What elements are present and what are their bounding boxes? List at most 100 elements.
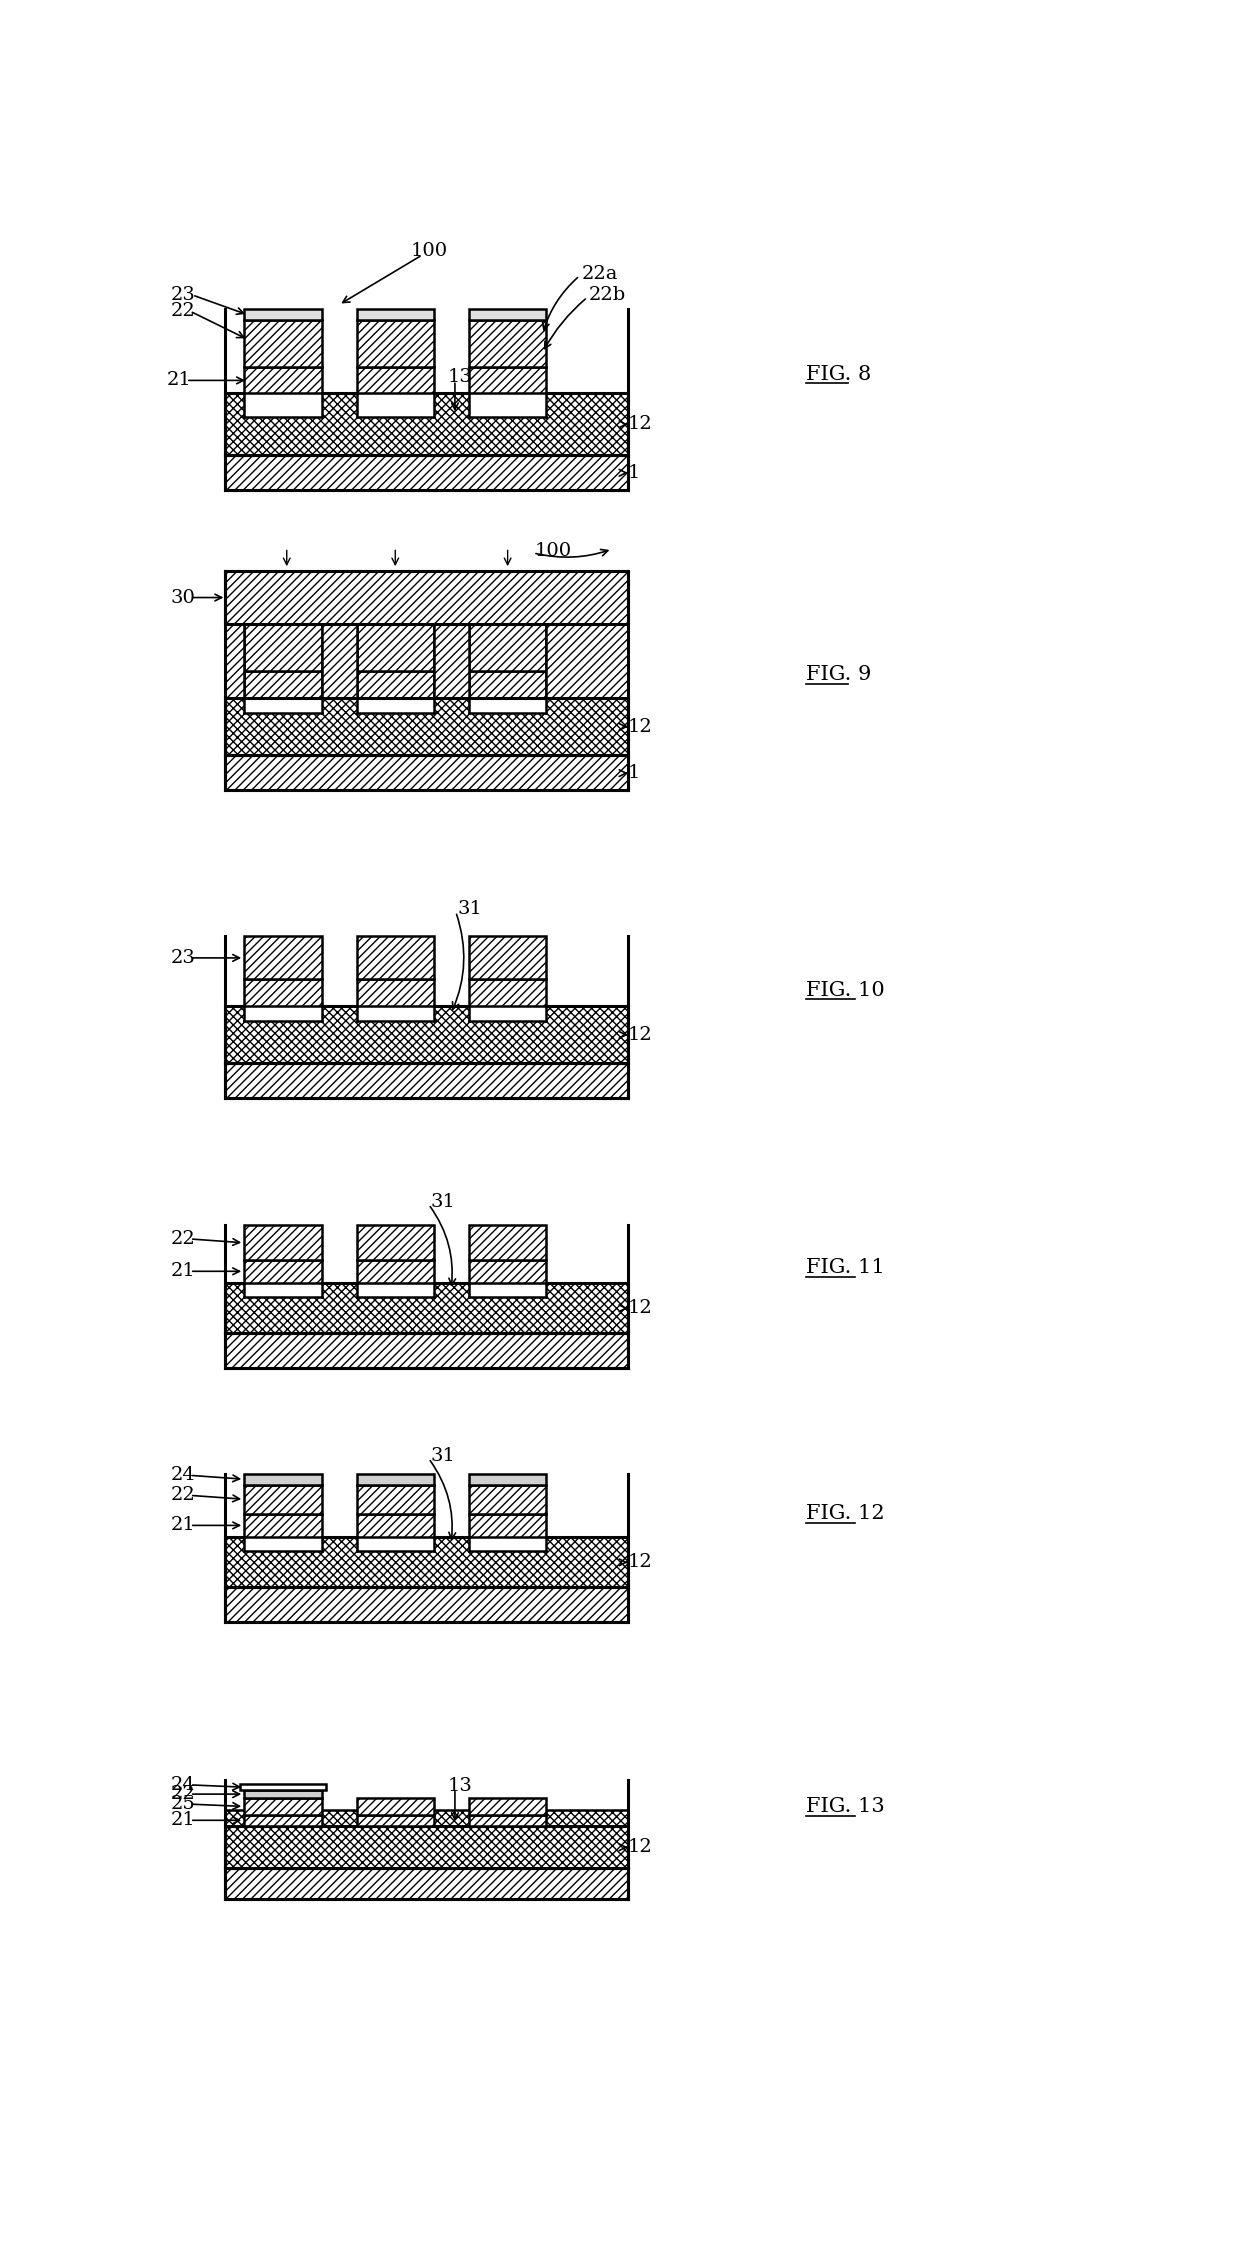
Bar <box>469 1224 547 1260</box>
Bar <box>224 1810 627 1826</box>
Bar <box>244 624 321 672</box>
Bar <box>469 979 547 1006</box>
Bar <box>469 699 547 712</box>
Bar <box>357 624 434 672</box>
Bar <box>224 1332 627 1368</box>
Bar <box>244 979 321 1006</box>
Bar <box>357 393 434 416</box>
Bar <box>224 1006 627 1062</box>
Bar <box>469 1514 547 1536</box>
Bar <box>434 624 469 699</box>
Bar <box>469 1006 547 1022</box>
Bar <box>224 1536 627 1588</box>
Bar <box>469 321 547 366</box>
Text: 100: 100 <box>534 541 572 559</box>
Text: 22: 22 <box>171 1786 195 1804</box>
Bar <box>244 1790 321 1799</box>
Text: FIG. 9: FIG. 9 <box>806 665 872 685</box>
Text: 22: 22 <box>171 303 195 321</box>
Text: 24: 24 <box>171 1777 195 1795</box>
Text: 31: 31 <box>430 1193 455 1211</box>
Bar <box>357 1815 434 1826</box>
Text: 21: 21 <box>171 1262 195 1280</box>
Text: FIG. 12: FIG. 12 <box>806 1505 884 1523</box>
Bar <box>224 1282 627 1332</box>
Bar <box>357 1514 434 1536</box>
Text: 31: 31 <box>458 901 482 919</box>
Bar <box>244 1006 321 1022</box>
Bar <box>244 699 321 712</box>
Bar <box>244 937 321 979</box>
Bar <box>244 321 321 366</box>
Bar <box>469 672 547 699</box>
Bar <box>469 1815 547 1826</box>
Text: 13: 13 <box>448 1777 472 1795</box>
Bar <box>357 308 434 321</box>
Text: 30: 30 <box>171 588 196 606</box>
Text: 12: 12 <box>627 1837 652 1855</box>
Text: 31: 31 <box>430 1446 455 1464</box>
Bar <box>357 366 434 393</box>
Bar <box>357 672 434 699</box>
Text: 21: 21 <box>166 371 191 389</box>
Bar <box>469 1485 547 1514</box>
Text: 100: 100 <box>410 243 448 261</box>
Text: 12: 12 <box>627 719 652 737</box>
Bar <box>224 1826 627 1869</box>
Bar <box>224 1062 627 1098</box>
Bar <box>244 1799 321 1815</box>
Text: 22b: 22b <box>589 285 626 303</box>
Bar <box>224 393 627 456</box>
Text: FIG. 8: FIG. 8 <box>806 364 872 384</box>
Text: 1: 1 <box>627 465 640 483</box>
Bar <box>244 1815 321 1826</box>
Text: 1: 1 <box>627 764 640 782</box>
Bar <box>244 393 321 416</box>
Text: 12: 12 <box>627 1026 652 1044</box>
Bar <box>357 1485 434 1514</box>
Bar <box>244 672 321 699</box>
Bar <box>469 1473 547 1485</box>
Bar <box>224 570 627 624</box>
Text: 22: 22 <box>171 1487 195 1505</box>
Bar <box>224 699 627 755</box>
Bar <box>357 1473 434 1485</box>
Text: 24: 24 <box>171 1467 195 1485</box>
Bar <box>357 1282 434 1296</box>
Bar <box>244 308 321 321</box>
Text: 21: 21 <box>171 1516 195 1534</box>
Bar <box>357 699 434 712</box>
Text: FIG. 10: FIG. 10 <box>806 982 885 999</box>
Bar <box>244 1282 321 1296</box>
Text: 12: 12 <box>627 416 652 433</box>
Bar <box>244 1536 321 1550</box>
Text: FIG. 13: FIG. 13 <box>806 1797 885 1817</box>
Text: 25: 25 <box>171 1795 195 1813</box>
Bar <box>241 1783 325 1790</box>
Bar <box>357 321 434 366</box>
Bar <box>224 755 627 791</box>
Text: 23: 23 <box>171 948 196 966</box>
Bar <box>357 1799 434 1815</box>
Text: 23: 23 <box>171 285 196 303</box>
Bar <box>357 1006 434 1022</box>
Bar <box>224 456 627 490</box>
Bar <box>244 1485 321 1514</box>
Bar <box>469 393 547 416</box>
Bar <box>357 979 434 1006</box>
Bar <box>469 1282 547 1296</box>
Bar <box>244 1224 321 1260</box>
Text: 12: 12 <box>627 1298 652 1316</box>
Bar <box>357 1536 434 1550</box>
Bar <box>224 1869 627 1898</box>
Bar <box>244 1473 321 1485</box>
Bar <box>357 1224 434 1260</box>
Bar <box>469 937 547 979</box>
Text: 12: 12 <box>627 1554 652 1572</box>
Bar <box>244 1260 321 1282</box>
Bar <box>469 1799 547 1815</box>
Bar <box>469 1536 547 1550</box>
Text: 13: 13 <box>448 368 472 386</box>
Bar <box>469 624 547 672</box>
Bar <box>357 937 434 979</box>
